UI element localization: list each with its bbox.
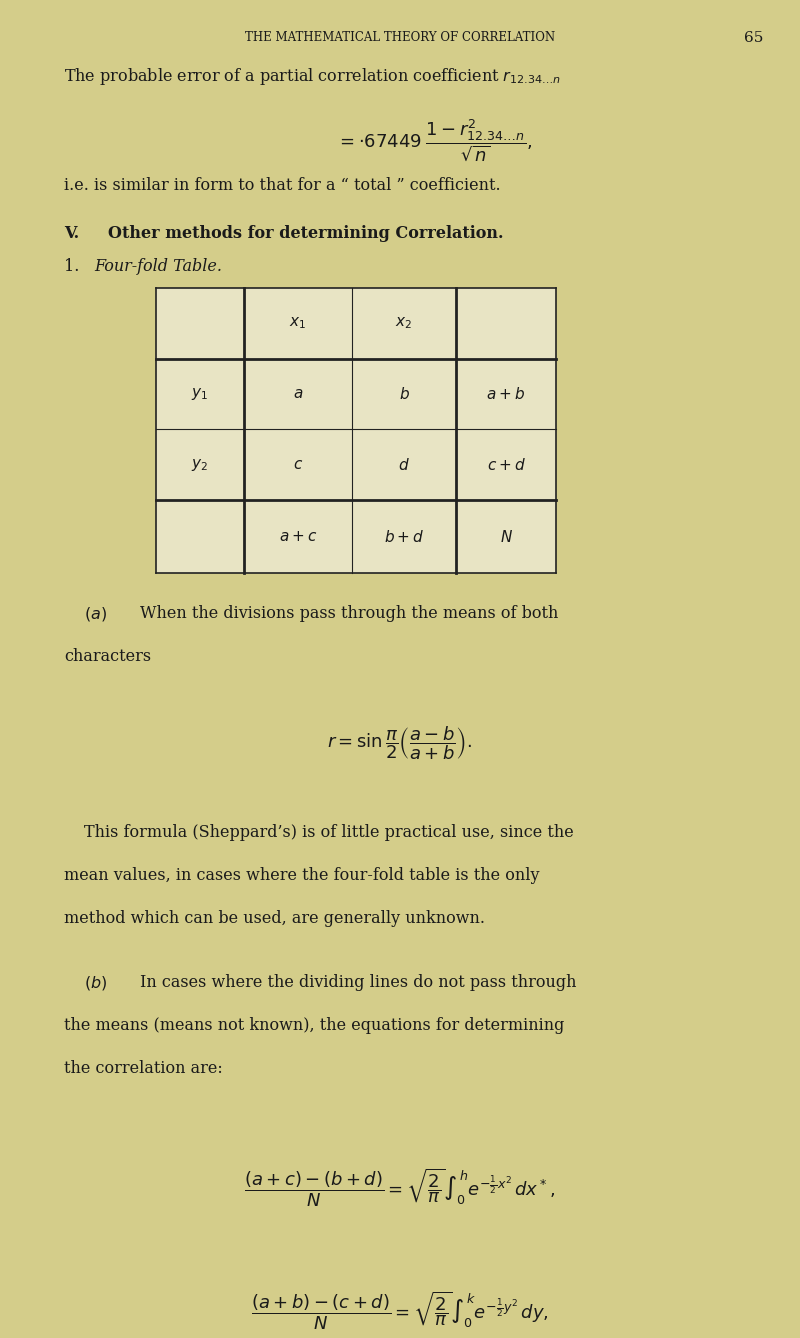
Text: mean values, in cases where the four-fold table is the only: mean values, in cases where the four-fol…	[64, 867, 539, 884]
Text: V.: V.	[64, 225, 79, 242]
Text: $(a)$: $(a)$	[84, 605, 107, 622]
Text: $b$: $b$	[398, 387, 410, 401]
Text: $\dfrac{(a+b)-(c+d)}{N} = \sqrt{\dfrac{2}{\pi}}\int_{0}^{k} e^{-\frac{1}{2}y^2}\: $\dfrac{(a+b)-(c+d)}{N} = \sqrt{\dfrac{2…	[251, 1290, 549, 1331]
Text: $a+c$: $a+c$	[279, 530, 317, 543]
Text: $x_2$: $x_2$	[395, 316, 413, 330]
Text: When the divisions pass through the means of both: When the divisions pass through the mean…	[140, 605, 558, 622]
Text: $= {\cdot}67449 \;\dfrac{1 - r^{2}_{12.34\ldots n}}{\sqrt{n}},$: $= {\cdot}67449 \;\dfrac{1 - r^{2}_{12.3…	[336, 118, 532, 163]
Text: the means (means not known), the equations for determining: the means (means not known), the equatio…	[64, 1017, 564, 1034]
Text: 65: 65	[744, 31, 763, 44]
Text: This formula (Sheppard’s) is of little practical use, since the: This formula (Sheppard’s) is of little p…	[84, 824, 574, 842]
Text: characters: characters	[64, 648, 151, 665]
Text: $b+d$: $b+d$	[384, 529, 424, 545]
Text: $r = \sin \dfrac{\pi}{2} \left(\dfrac{a - b}{a + b}\right).$: $r = \sin \dfrac{\pi}{2} \left(\dfrac{a …	[327, 724, 473, 761]
Text: The probable error of a partial correlation coefficient $r_{12.34\ldots n}$: The probable error of a partial correlat…	[64, 66, 561, 87]
Text: i.e. is similar in form to that for a “ total ” coefficient.: i.e. is similar in form to that for a “ …	[64, 177, 501, 194]
Text: $a$: $a$	[293, 387, 303, 401]
Text: $\dfrac{(a+c)-(b+d)}{N} = \sqrt{\dfrac{2}{\pi}}\int_{0}^{h} e^{-\frac{1}{2}x^2}\: $\dfrac{(a+c)-(b+d)}{N} = \sqrt{\dfrac{2…	[245, 1167, 555, 1208]
Text: $y_1$: $y_1$	[191, 387, 209, 401]
Text: In cases where the dividing lines do not pass through: In cases where the dividing lines do not…	[140, 974, 577, 991]
Text: $x_1$: $x_1$	[290, 316, 306, 330]
Text: $d$: $d$	[398, 458, 410, 472]
Text: Four-fold Table.: Four-fold Table.	[94, 258, 222, 276]
Text: $N$: $N$	[499, 529, 513, 545]
Text: $c+d$: $c+d$	[486, 458, 526, 472]
Bar	[156, 288, 556, 573]
Text: $c$: $c$	[293, 458, 303, 472]
Text: 1.: 1.	[64, 258, 79, 276]
Text: the correlation are:: the correlation are:	[64, 1060, 222, 1077]
Text: $(b)$: $(b)$	[84, 974, 107, 991]
Text: Other methods for determining Correlation.: Other methods for determining Correlatio…	[108, 225, 503, 242]
Text: $y_2$: $y_2$	[191, 458, 209, 472]
Text: $a+b$: $a+b$	[486, 387, 526, 401]
Text: THE MATHEMATICAL THEORY OF CORRELATION: THE MATHEMATICAL THEORY OF CORRELATION	[245, 31, 555, 44]
Text: method which can be used, are generally unknown.: method which can be used, are generally …	[64, 910, 485, 927]
